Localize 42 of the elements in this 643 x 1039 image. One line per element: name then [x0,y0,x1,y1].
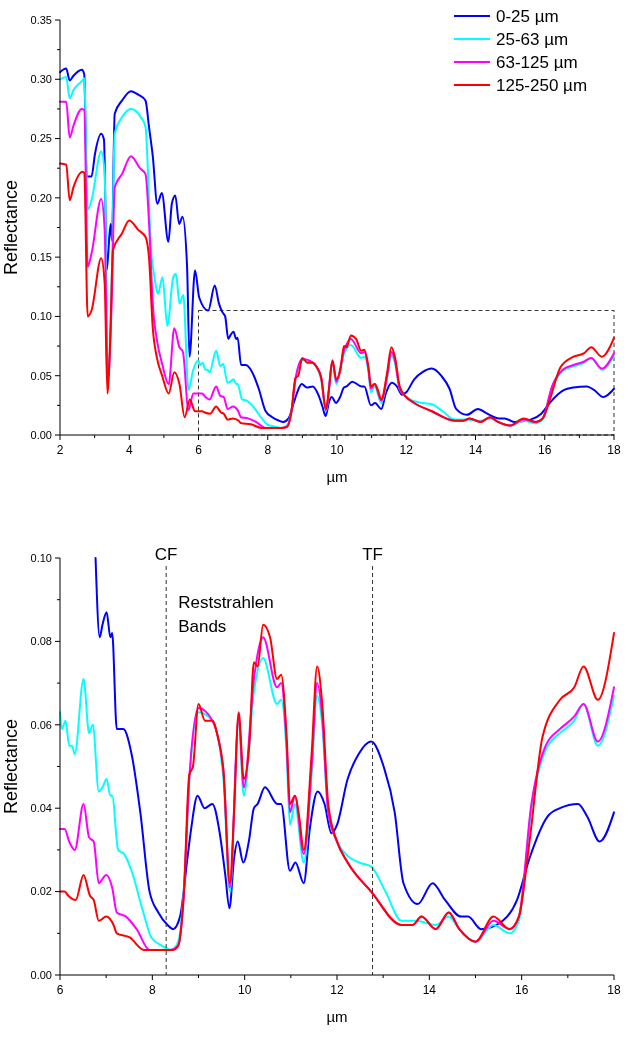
x-tick-label: 16 [514,983,529,997]
x-tick-label: 12 [399,443,414,457]
x-tick-label: 6 [195,443,203,457]
y-tick-label: 0.00 [30,428,52,441]
x-tick-label: 10 [330,443,344,457]
legend-label: 63-125 µm [496,52,578,72]
y-tick-label: 0.04 [30,802,52,815]
x-tick-label: 8 [264,443,272,457]
ref-line-label: CF [154,545,178,564]
y-tick-label: 0.02 [30,885,52,898]
x-tick-label: 4 [125,443,133,457]
y-tick-label: 0.20 [30,191,52,204]
legend-label: 125-250 µm [496,75,588,95]
x-tick-label: 18 [607,443,621,457]
x-axis-title: µm [326,1008,348,1025]
y-tick-label: 0.00 [30,968,52,981]
ref-line-label: TF [362,545,383,564]
x-tick-label: 14 [468,443,483,457]
y-tick-label: 0.35 [30,13,52,26]
x-tick-label: 18 [607,983,621,997]
y-axis-title: Reflectance [1,179,21,276]
y-tick-label: 0.25 [30,132,52,145]
y-tick-label: 0.10 [30,551,52,564]
line-series [59,162,615,429]
x-tick-label: 6 [56,983,64,997]
x-tick-label: 12 [330,983,344,997]
legend-label: 25-63 µm [496,29,569,49]
x-tick-label: 16 [538,443,552,457]
x-tick-label: 14 [422,983,437,997]
legend-label: 0-25 µm [496,6,559,26]
y-tick-label: 0.10 [30,310,52,323]
y-tick-label: 0.15 [30,250,52,263]
y-axis-title: Reflectance [1,718,21,815]
y-tick-label: 0.05 [30,369,52,382]
annotation: Reststrahlen Bands [178,593,274,636]
x-tick-label: 10 [237,983,252,997]
y-tick-label: 0.06 [30,718,52,731]
x-tick-label: 2 [56,443,64,457]
x-tick-label: 8 [148,983,156,997]
y-tick-label: 0.08 [30,635,52,648]
x-axis-title: µm [326,468,348,485]
y-tick-label: 0.30 [30,73,52,86]
